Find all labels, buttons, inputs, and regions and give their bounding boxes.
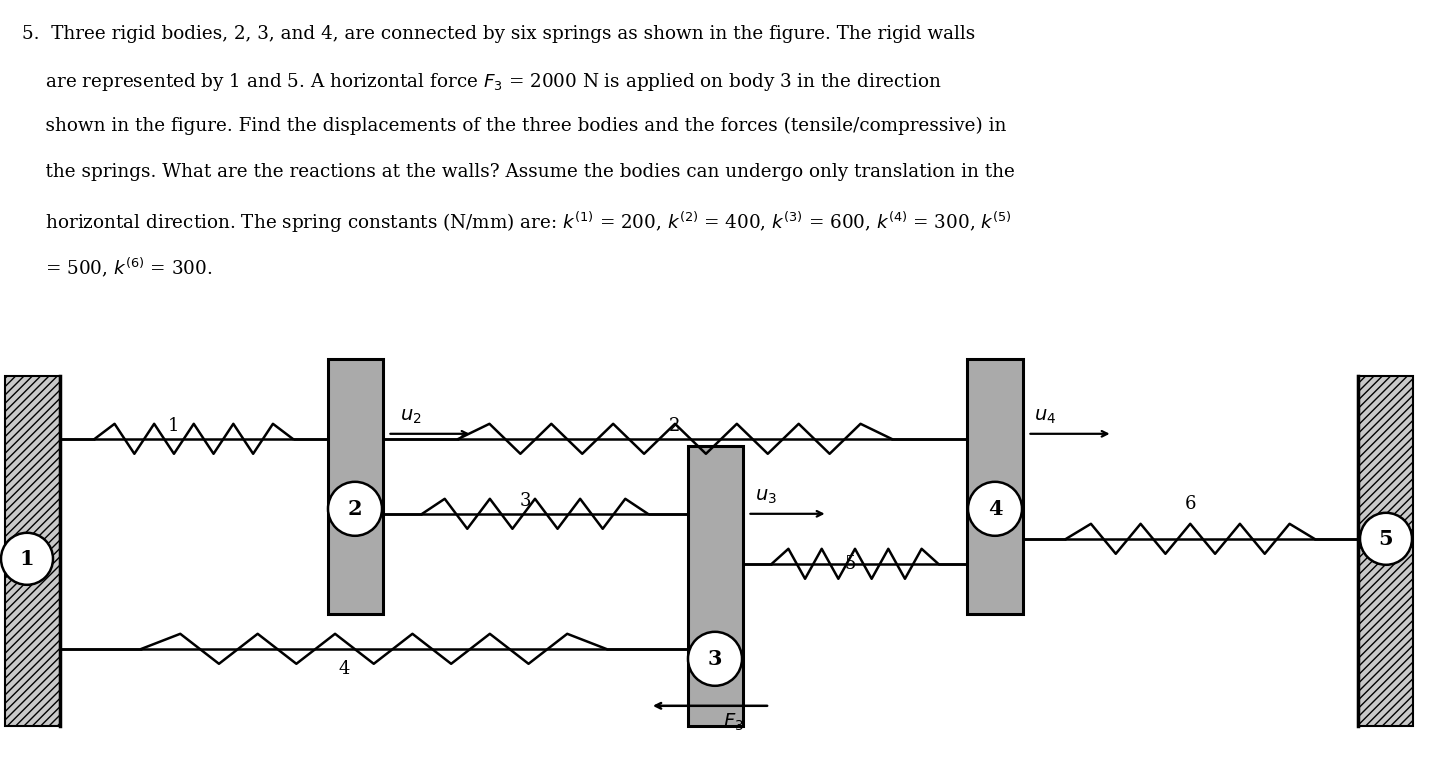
Text: 1: 1 (20, 549, 35, 569)
Bar (4, 376, 59, 726)
Circle shape (329, 482, 382, 535)
Text: $u_4$: $u_4$ (1034, 408, 1057, 426)
Text: 5: 5 (1378, 528, 1393, 549)
Text: are represented by 1 and 5. A horizontal force $F_3$ = 2000 N is applied on body: are represented by 1 and 5. A horizontal… (22, 71, 941, 93)
Text: = 500, $k^{(6)}$ = 300.: = 500, $k^{(6)}$ = 300. (22, 256, 211, 279)
Text: 5: 5 (844, 555, 856, 573)
Text: horizontal direction. The spring constants (N/mm) are: $k^{(1)}$ = 200, $k^{(2)}: horizontal direction. The spring constan… (22, 209, 1012, 234)
Text: 3: 3 (708, 649, 723, 669)
Text: shown in the figure. Find the displacements of the three bodies and the forces (: shown in the figure. Find the displaceme… (22, 117, 1006, 135)
Text: 6: 6 (1184, 495, 1196, 513)
Circle shape (969, 482, 1022, 535)
Bar (967, 359, 1022, 614)
Text: $u_3$: $u_3$ (754, 488, 776, 506)
Text: 5.  Three rigid bodies, 2, 3, and 4, are connected by six springs as shown in th: 5. Three rigid bodies, 2, 3, and 4, are … (22, 24, 975, 42)
Text: 1: 1 (168, 417, 180, 435)
Circle shape (688, 632, 741, 686)
Text: 2: 2 (669, 417, 681, 435)
Text: 3: 3 (520, 492, 531, 510)
Bar (688, 446, 743, 726)
Text: $F_3$: $F_3$ (723, 712, 744, 733)
Text: the springs. What are the reactions at the walls? Assume the bodies can undergo : the springs. What are the reactions at t… (22, 163, 1015, 181)
Circle shape (1, 533, 54, 585)
Bar (1358, 376, 1413, 726)
Text: 2: 2 (348, 499, 362, 519)
Bar (327, 359, 382, 614)
Text: 4: 4 (988, 499, 1002, 519)
Circle shape (1360, 513, 1412, 564)
Text: 4: 4 (337, 660, 349, 678)
Text: $u_2$: $u_2$ (401, 408, 423, 426)
